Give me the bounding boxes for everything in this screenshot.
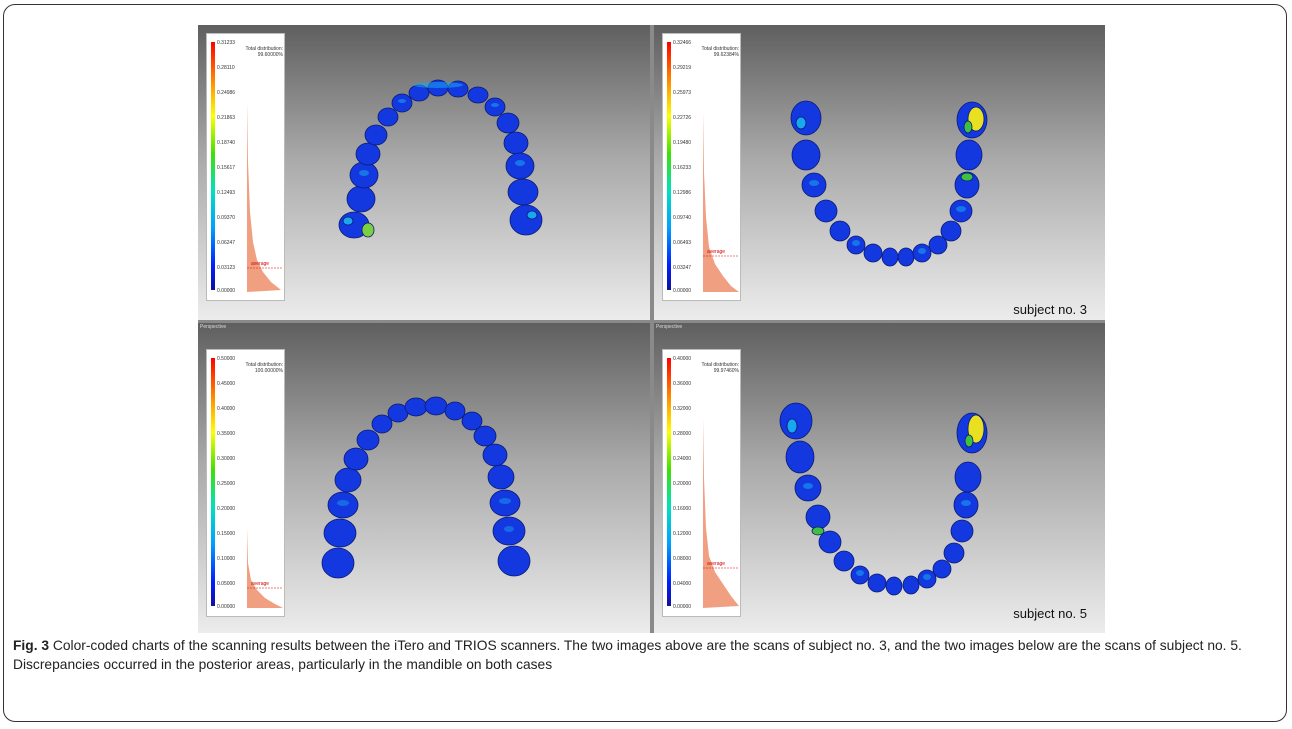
subject-label: subject no. 3 bbox=[1013, 302, 1087, 317]
maxillary-arch-scan bbox=[198, 25, 650, 320]
panel-top-left: 0.31233 0.28110 0.24986 0.21863 0.18740 … bbox=[198, 25, 650, 320]
panel-top-right: 0.32466 0.29219 0.25973 0.22726 0.19480 … bbox=[654, 25, 1105, 320]
figure-image: 0.31233 0.28110 0.24986 0.21863 0.18740 … bbox=[198, 25, 1105, 633]
mandibular-arch-scan bbox=[654, 25, 1105, 320]
figure-caption: Fig. 3 Color-coded charts of the scannin… bbox=[13, 636, 1278, 674]
figure-label: Fig. 3 bbox=[13, 638, 49, 653]
subject-label: subject no. 5 bbox=[1013, 606, 1087, 621]
maxillary-arch-scan bbox=[198, 323, 650, 633]
caption-text: Color-coded charts of the scanning resul… bbox=[13, 638, 1242, 672]
panel-bottom-right: Perspective 0.40000 0.36000 0.32000 0.28… bbox=[654, 323, 1105, 633]
panel-bottom-left: Perspective 0.50000 0.45000 0.40000 0.35… bbox=[198, 323, 650, 633]
mandibular-arch-scan bbox=[654, 323, 1105, 633]
